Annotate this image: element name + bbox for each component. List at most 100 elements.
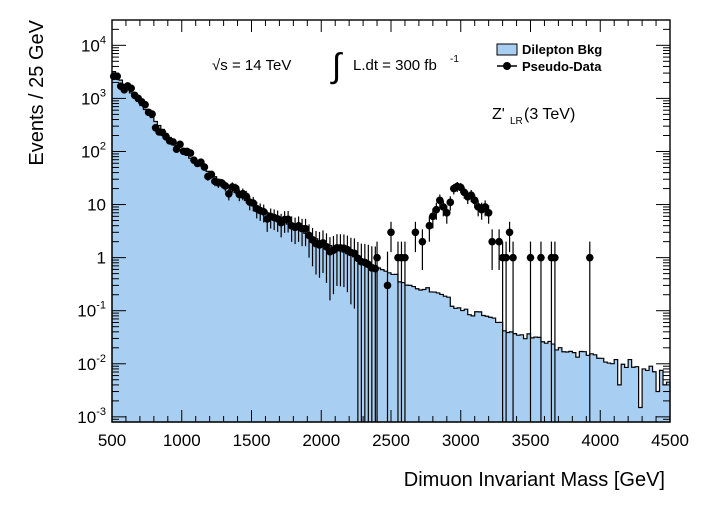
energy-value: = 14 TeV bbox=[232, 57, 291, 74]
point-marker bbox=[387, 228, 395, 237]
x-tick-label: 3000 bbox=[442, 431, 480, 450]
data-point bbox=[186, 149, 195, 157]
data-point bbox=[225, 188, 233, 201]
point-marker bbox=[411, 228, 420, 237]
data-point bbox=[169, 138, 177, 146]
point-marker bbox=[443, 208, 451, 217]
y-axis-title: Events / 25 GeV bbox=[26, 19, 48, 165]
data-point bbox=[401, 241, 409, 422]
y-tick-label: 1 bbox=[97, 249, 106, 268]
signal-subscript: LR bbox=[510, 116, 523, 127]
data-point bbox=[176, 140, 184, 149]
data-point bbox=[502, 241, 510, 422]
signal-annotation: Z' LR (3 TeV) bbox=[492, 106, 575, 127]
data-point bbox=[537, 241, 545, 422]
x-tick-label: 4000 bbox=[581, 431, 619, 450]
legend-label-data: Pseudo-Data bbox=[522, 59, 602, 74]
legend-marker-data bbox=[503, 62, 511, 70]
data-point bbox=[488, 229, 496, 270]
point-marker bbox=[418, 237, 427, 246]
point-marker bbox=[232, 184, 240, 193]
point-marker bbox=[373, 253, 381, 262]
point-marker bbox=[221, 182, 230, 190]
point-marker bbox=[481, 203, 489, 211]
y-tick-label: 10-1 bbox=[77, 300, 106, 321]
point-marker bbox=[488, 237, 496, 246]
legend-label-bkg: Dilepton Bkg bbox=[522, 42, 602, 57]
y-tick-label: 10-3 bbox=[77, 406, 106, 427]
data-point bbox=[383, 251, 392, 422]
point-marker bbox=[259, 208, 268, 216]
point-marker bbox=[429, 212, 437, 221]
point-marker bbox=[200, 163, 209, 171]
point-marker bbox=[186, 149, 195, 157]
data-point bbox=[526, 241, 535, 422]
point-marker bbox=[148, 110, 156, 118]
data-point bbox=[446, 196, 455, 211]
data-point bbox=[551, 241, 559, 422]
x-tick-label: 2500 bbox=[372, 431, 410, 450]
data-point bbox=[141, 100, 149, 109]
data-point bbox=[509, 241, 517, 422]
data-point bbox=[207, 170, 216, 179]
sqrt-s: √s bbox=[212, 57, 228, 74]
data-point bbox=[200, 163, 209, 171]
y-tick-label: 104 bbox=[81, 34, 106, 55]
x-tick-label: 3500 bbox=[512, 431, 550, 450]
integral-sign: ∫ bbox=[330, 47, 343, 85]
x-tick-label: 2000 bbox=[302, 431, 340, 450]
point-marker bbox=[439, 203, 448, 211]
data-point bbox=[432, 202, 441, 220]
data-point bbox=[113, 72, 122, 81]
data-point bbox=[425, 216, 434, 242]
x-tick-labels: 500 1000 1500 2000 2500 3000 3500 4000 4500 bbox=[98, 431, 689, 450]
data-point bbox=[232, 183, 240, 195]
point-marker bbox=[169, 138, 177, 146]
point-marker bbox=[207, 170, 216, 179]
data-point bbox=[387, 221, 395, 253]
point-marker bbox=[537, 253, 545, 262]
point-marker bbox=[425, 221, 434, 230]
point-marker bbox=[470, 196, 479, 205]
axis-ticks bbox=[111, 19, 671, 423]
x-axis-title: Dimuon Invariant Mass [GeV] bbox=[404, 469, 665, 491]
y-tick-label: 10 bbox=[87, 196, 106, 215]
point-marker bbox=[401, 253, 409, 262]
y-tick-label: 10-2 bbox=[77, 353, 106, 374]
signal-name: Z' bbox=[492, 106, 505, 123]
data-point bbox=[443, 205, 451, 224]
data-point bbox=[301, 218, 310, 247]
point-marker bbox=[284, 215, 292, 224]
point-marker bbox=[242, 192, 251, 201]
point-marker bbox=[225, 189, 233, 198]
data-point bbox=[418, 229, 427, 270]
data-point bbox=[495, 229, 503, 270]
point-marker bbox=[551, 253, 559, 262]
data-point bbox=[484, 205, 493, 224]
point-marker bbox=[495, 237, 503, 246]
point-marker bbox=[585, 253, 594, 262]
energy-annotation: √s = 14 TeV bbox=[212, 57, 291, 74]
data-point bbox=[373, 241, 381, 422]
pseudo-data-points bbox=[109, 72, 594, 422]
x-tick-label: 4500 bbox=[651, 431, 689, 450]
point-marker bbox=[446, 198, 455, 207]
point-marker bbox=[383, 281, 392, 290]
y-tick-label: 102 bbox=[81, 140, 106, 161]
point-marker bbox=[371, 264, 380, 273]
lumi-exponent: -1 bbox=[450, 54, 459, 65]
point-marker bbox=[113, 72, 122, 81]
data-point bbox=[284, 210, 292, 233]
point-marker bbox=[141, 100, 149, 109]
point-marker bbox=[301, 224, 310, 233]
point-marker bbox=[432, 205, 441, 214]
data-point bbox=[148, 110, 156, 118]
data-point bbox=[429, 208, 437, 229]
point-marker bbox=[127, 84, 135, 93]
lumi-annotation: ∫ L.dt = 300 fb -1 bbox=[330, 47, 459, 85]
point-marker bbox=[526, 253, 535, 262]
point-marker bbox=[509, 253, 517, 262]
lumi-value: L.dt = 300 fb bbox=[353, 57, 437, 74]
data-point bbox=[127, 84, 135, 93]
